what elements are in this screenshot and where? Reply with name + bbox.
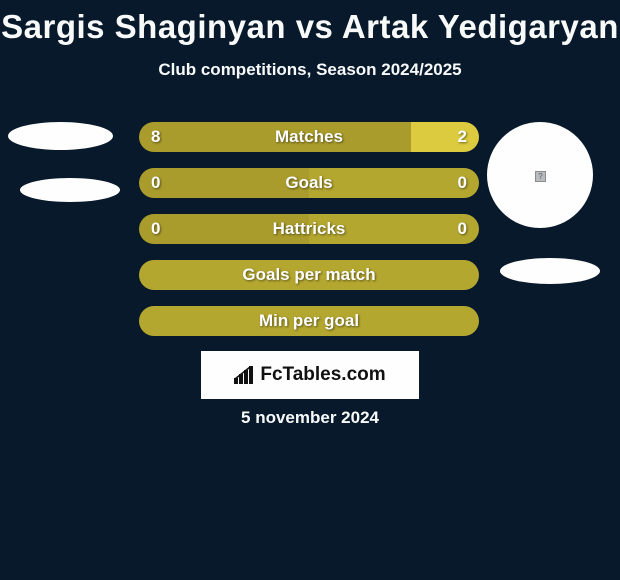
subtitle: Club competitions, Season 2024/2025 xyxy=(0,60,620,80)
stat-bar: 00Hattricks xyxy=(139,214,479,244)
stat-bar: Goals per match xyxy=(139,260,479,290)
bar-segment-left xyxy=(139,260,479,290)
bar-segment-right xyxy=(411,122,479,152)
bar-segment-right xyxy=(309,168,479,198)
bar-value-left: 0 xyxy=(151,214,160,244)
bar-segment-right xyxy=(309,214,479,244)
bar-value-left: 0 xyxy=(151,168,160,198)
bar-segment-left xyxy=(139,168,309,198)
bar-segment-left xyxy=(139,306,479,336)
stat-bar: Min per goal xyxy=(139,306,479,336)
bar-value-left: 8 xyxy=(151,122,160,152)
page-title: Sargis Shaginyan vs Artak Yedigaryan xyxy=(0,0,620,46)
bar-segment-left xyxy=(139,122,411,152)
player1-name-placeholder xyxy=(20,178,120,202)
bar-value-right: 0 xyxy=(458,214,467,244)
bar-value-right: 0 xyxy=(458,168,467,198)
bar-value-right: 2 xyxy=(458,122,467,152)
stat-bar: 00Goals xyxy=(139,168,479,198)
bar-segment-left xyxy=(139,214,309,244)
footer-date: 5 november 2024 xyxy=(0,408,620,428)
bar-chart-icon xyxy=(234,366,256,384)
player1-avatar-placeholder xyxy=(8,122,113,150)
player2-avatar-placeholder: ? xyxy=(487,122,593,228)
player2-name-placeholder xyxy=(500,258,600,284)
fctables-logo: FcTables.com xyxy=(201,351,419,399)
comparison-bars: 82Matches00Goals00HattricksGoals per mat… xyxy=(139,122,479,352)
stat-bar: 82Matches xyxy=(139,122,479,152)
logo-text: FcTables.com xyxy=(260,364,385,386)
missing-image-icon: ? xyxy=(535,171,546,182)
